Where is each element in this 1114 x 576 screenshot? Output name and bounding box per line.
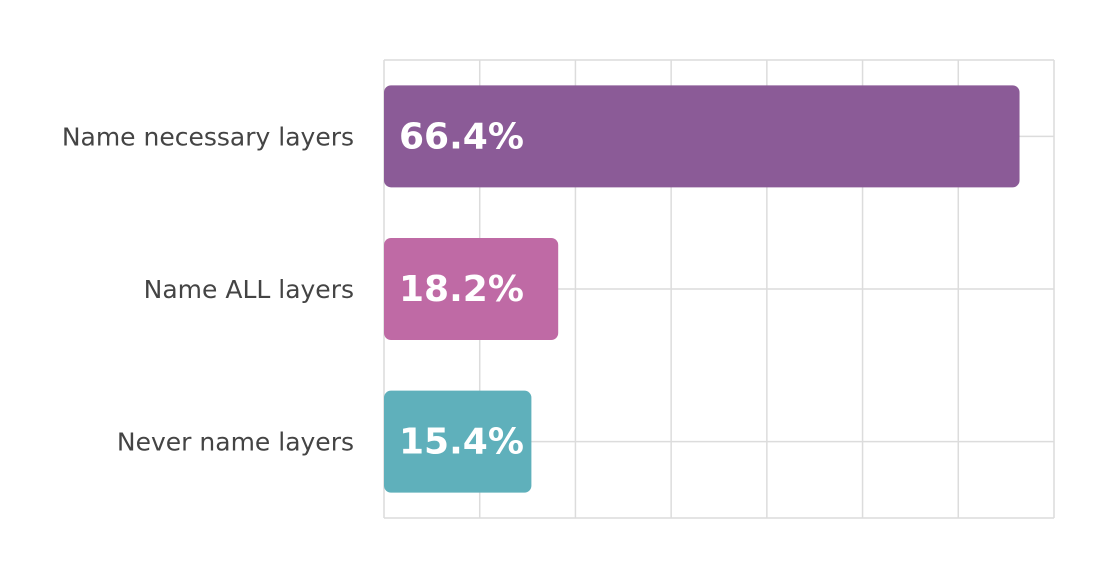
bar bbox=[384, 238, 559, 340]
category-label: Name ALL layers bbox=[144, 275, 354, 304]
bar bbox=[384, 85, 1020, 188]
value-label: 18.2% bbox=[399, 269, 524, 310]
category-label: Never name layers bbox=[117, 428, 354, 457]
category-label: Name necessary layers bbox=[62, 122, 354, 151]
bar bbox=[384, 390, 532, 493]
value-label: 66.4% bbox=[399, 116, 524, 157]
value-label: 15.4% bbox=[399, 422, 524, 463]
